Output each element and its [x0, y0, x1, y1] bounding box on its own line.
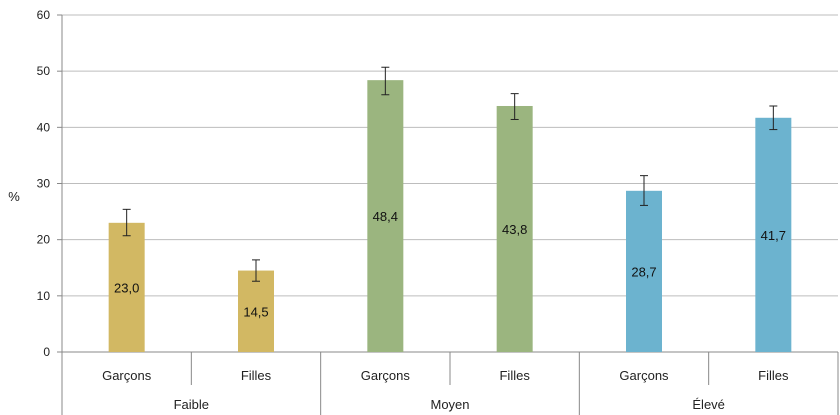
data-label: 41,7 [761, 228, 786, 243]
x-tick-label: Filles [758, 368, 789, 383]
bar-moyen-garçons [367, 80, 404, 353]
bar-moyen-filles [496, 105, 533, 353]
data-label: 43,8 [502, 222, 527, 237]
y-axis-label: % [8, 189, 20, 204]
x-tick-label: Garçons [361, 368, 411, 383]
y-tick-label: 30 [37, 177, 51, 191]
x-tick-label: Filles [241, 368, 272, 383]
bars [108, 66, 792, 353]
y-tick-label: 50 [37, 64, 51, 78]
group-label: Faible [174, 397, 209, 412]
bar-faible-filles [238, 270, 274, 352]
y-tick-label: 40 [37, 120, 51, 134]
axes [57, 14, 839, 415]
bar-élevé-filles [755, 117, 792, 352]
group-label: Moyen [430, 397, 469, 412]
y-tick-label: 0 [43, 345, 50, 359]
group-label: Élevé [692, 397, 725, 412]
y-tick-label: 20 [37, 233, 51, 247]
x-tick-label: Garçons [102, 368, 152, 383]
data-label: 14,5 [243, 304, 268, 319]
data-label: 48,4 [373, 209, 398, 224]
gridlines [62, 14, 838, 297]
x-tick-label: Garçons [619, 368, 669, 383]
data-label: 23,0 [114, 280, 139, 295]
bar-élevé-garçons [626, 190, 662, 352]
y-tick-label: 60 [37, 8, 51, 22]
labels: 0 10 20 30 40 50 60 23,0 Garçons 14,5 Filles Faible… [37, 8, 789, 412]
bar-faible-garçons [108, 222, 145, 352]
y-tick-label: 10 [37, 289, 51, 303]
x-tick-label: Filles [499, 368, 530, 383]
data-label: 28,7 [631, 264, 656, 279]
